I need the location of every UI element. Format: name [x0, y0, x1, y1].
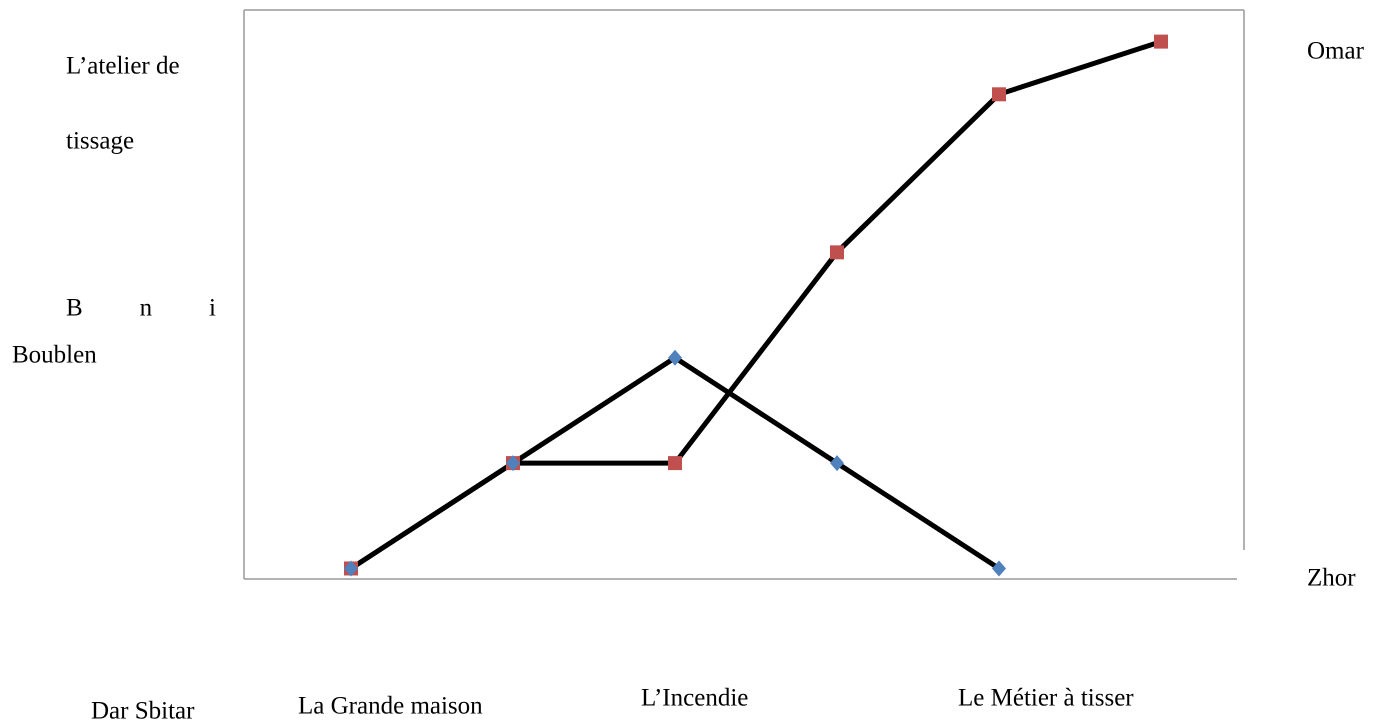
- series-label: Zhor: [1307, 565, 1356, 592]
- marker: [830, 245, 844, 260]
- plot-frame: [243, 9, 1245, 580]
- annotation: Dar Sbitar: [91, 698, 195, 725]
- marker: [668, 349, 682, 366]
- markers: [344, 34, 1168, 577]
- marker: [992, 87, 1006, 102]
- annotation: Le Métier à tisser: [958, 685, 1134, 712]
- annotation: L’Incendie: [641, 685, 748, 712]
- series-label: Omar: [1307, 38, 1365, 65]
- marker: [992, 560, 1006, 577]
- annotation: Boublen: [12, 342, 97, 369]
- marker: [344, 560, 358, 577]
- annotation: La Grande maison: [298, 693, 483, 720]
- marker: [668, 456, 682, 471]
- marker: [506, 455, 520, 472]
- marker: [830, 455, 844, 472]
- annotation: B n i: [66, 295, 216, 322]
- lines: [349, 39, 1162, 571]
- marker: [1154, 34, 1168, 49]
- annotation: tissage: [66, 128, 134, 155]
- annotation: L’atelier de: [66, 53, 180, 80]
